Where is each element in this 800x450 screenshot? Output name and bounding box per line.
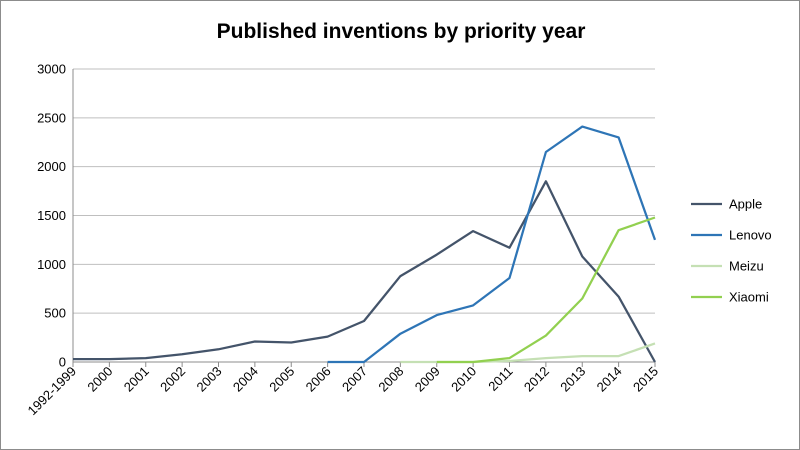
- x-tick-label: 2010: [448, 364, 479, 395]
- series-line-xiaomi: [436, 216, 656, 364]
- y-tick-label: 2000: [37, 159, 66, 174]
- chart-title: Published inventions by priority year: [217, 20, 586, 43]
- y-tick-label: 3000: [37, 62, 66, 77]
- series-lines: [73, 125, 657, 364]
- legend: Apple Lenovo Meizu Xiaomi: [691, 197, 772, 305]
- series-line-lenovo: [327, 125, 657, 364]
- x-tick-label: 1992-1999: [25, 364, 80, 419]
- legend-label-apple: Apple: [729, 197, 762, 212]
- x-tick-label: 2013: [557, 364, 588, 395]
- series-line-apple: [73, 180, 656, 363]
- y-tick-label: 1000: [37, 257, 66, 272]
- legend-label-xiaomi: Xiaomi: [729, 290, 769, 305]
- x-tick-label: 2014: [594, 364, 625, 395]
- y-tick-label: 500: [44, 306, 66, 321]
- x-tick-label: 2007: [339, 364, 370, 395]
- x-tick-label: 2006: [303, 364, 334, 395]
- x-tick-label: 2015: [630, 364, 661, 395]
- x-tick-label: 2002: [157, 364, 188, 395]
- x-tick-label: 2009: [412, 364, 443, 395]
- y-tick-label: 1500: [37, 208, 66, 223]
- x-tick-label: 2012: [521, 364, 552, 395]
- x-tick-label: 2001: [121, 364, 152, 395]
- x-tick-label: 2000: [84, 364, 115, 395]
- y-tick-label: 0: [59, 355, 66, 370]
- gridlines: [73, 68, 655, 314]
- y-tick-label: 2500: [37, 110, 66, 125]
- x-tick-label: 2008: [375, 364, 406, 395]
- x-tick-label: 2003: [194, 364, 225, 395]
- x-tick-label: 2005: [266, 364, 297, 395]
- x-tick-label: 2004: [230, 364, 261, 395]
- legend-label-meizu: Meizu: [729, 259, 764, 274]
- legend-label-lenovo: Lenovo: [729, 228, 772, 243]
- x-tick-label: 2011: [485, 364, 515, 394]
